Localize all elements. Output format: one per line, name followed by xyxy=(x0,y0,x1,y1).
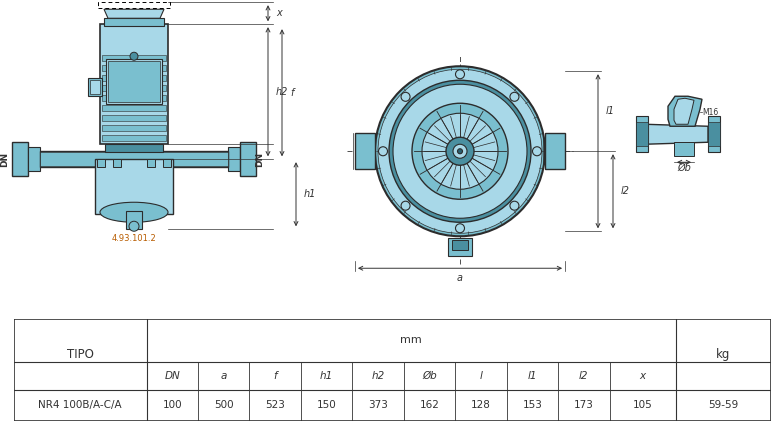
Text: 523: 523 xyxy=(265,400,285,411)
FancyBboxPatch shape xyxy=(105,144,163,152)
Text: 4.93.101.2: 4.93.101.2 xyxy=(111,234,156,243)
FancyBboxPatch shape xyxy=(95,159,173,214)
FancyBboxPatch shape xyxy=(102,95,166,101)
Polygon shape xyxy=(645,124,708,144)
FancyBboxPatch shape xyxy=(636,116,648,152)
Circle shape xyxy=(389,80,531,222)
FancyBboxPatch shape xyxy=(14,319,771,421)
Text: h2: h2 xyxy=(276,87,289,97)
Text: f: f xyxy=(274,371,277,381)
FancyBboxPatch shape xyxy=(355,133,375,169)
Circle shape xyxy=(456,224,464,233)
FancyBboxPatch shape xyxy=(97,159,105,167)
Text: 105: 105 xyxy=(633,400,653,411)
Circle shape xyxy=(401,92,410,101)
Text: 150: 150 xyxy=(317,400,336,411)
FancyBboxPatch shape xyxy=(126,211,142,229)
Circle shape xyxy=(393,84,527,218)
FancyBboxPatch shape xyxy=(108,61,160,102)
FancyBboxPatch shape xyxy=(452,240,468,250)
FancyBboxPatch shape xyxy=(102,85,166,91)
FancyBboxPatch shape xyxy=(708,122,720,146)
Text: h2: h2 xyxy=(372,371,385,381)
Circle shape xyxy=(456,70,464,79)
FancyBboxPatch shape xyxy=(102,125,166,131)
FancyBboxPatch shape xyxy=(40,152,228,166)
Text: 162: 162 xyxy=(419,400,439,411)
FancyBboxPatch shape xyxy=(104,18,164,26)
Text: DN: DN xyxy=(165,371,180,381)
Text: 173: 173 xyxy=(574,400,593,411)
FancyBboxPatch shape xyxy=(228,147,240,171)
FancyBboxPatch shape xyxy=(12,142,28,176)
FancyBboxPatch shape xyxy=(102,135,166,141)
Circle shape xyxy=(510,201,519,210)
Text: l1: l1 xyxy=(528,371,537,381)
FancyBboxPatch shape xyxy=(102,115,166,121)
FancyBboxPatch shape xyxy=(90,80,100,94)
Text: 500: 500 xyxy=(214,400,234,411)
Text: Øb: Øb xyxy=(677,163,691,173)
Circle shape xyxy=(378,69,542,233)
FancyBboxPatch shape xyxy=(708,116,720,152)
FancyBboxPatch shape xyxy=(100,24,168,144)
Circle shape xyxy=(129,221,139,231)
Circle shape xyxy=(401,201,410,210)
Circle shape xyxy=(532,147,542,156)
Circle shape xyxy=(453,144,467,158)
Text: l2: l2 xyxy=(579,371,589,381)
FancyBboxPatch shape xyxy=(240,142,256,176)
FancyBboxPatch shape xyxy=(102,65,166,71)
FancyBboxPatch shape xyxy=(40,151,228,167)
FancyBboxPatch shape xyxy=(102,55,166,61)
Text: kg: kg xyxy=(717,348,731,361)
Circle shape xyxy=(379,147,387,156)
Circle shape xyxy=(422,113,498,189)
Text: DN: DN xyxy=(1,152,9,167)
Circle shape xyxy=(412,103,508,199)
Circle shape xyxy=(458,149,463,154)
Text: 153: 153 xyxy=(522,400,543,411)
FancyBboxPatch shape xyxy=(636,122,648,146)
FancyBboxPatch shape xyxy=(28,147,40,171)
FancyBboxPatch shape xyxy=(163,159,171,167)
Text: a: a xyxy=(220,371,227,381)
Text: Øb: Øb xyxy=(422,371,437,381)
Polygon shape xyxy=(668,96,702,126)
Text: f: f xyxy=(290,88,293,98)
FancyBboxPatch shape xyxy=(88,78,102,96)
Text: a: a xyxy=(457,273,463,283)
Text: NR4 100B/A-C/A: NR4 100B/A-C/A xyxy=(38,400,122,411)
FancyBboxPatch shape xyxy=(674,142,694,156)
Circle shape xyxy=(375,66,545,236)
FancyBboxPatch shape xyxy=(102,105,166,111)
Text: 128: 128 xyxy=(471,400,491,411)
Text: mm: mm xyxy=(401,335,422,345)
Polygon shape xyxy=(674,98,694,124)
Ellipse shape xyxy=(100,202,168,222)
Text: DN: DN xyxy=(256,152,264,167)
FancyBboxPatch shape xyxy=(448,238,472,256)
Text: x: x xyxy=(640,371,646,381)
Text: 59-59: 59-59 xyxy=(708,400,739,411)
Circle shape xyxy=(130,52,138,60)
FancyBboxPatch shape xyxy=(106,59,162,104)
Text: l1: l1 xyxy=(606,106,615,116)
FancyBboxPatch shape xyxy=(147,159,155,167)
Text: h1: h1 xyxy=(304,189,317,199)
Text: x: x xyxy=(276,8,281,18)
Text: l: l xyxy=(480,371,482,381)
FancyBboxPatch shape xyxy=(102,75,166,81)
Text: l2: l2 xyxy=(621,186,630,196)
Text: TIPO: TIPO xyxy=(67,348,94,361)
Text: M16: M16 xyxy=(702,108,718,117)
Text: 100: 100 xyxy=(162,400,182,411)
FancyBboxPatch shape xyxy=(545,133,565,169)
Circle shape xyxy=(510,92,519,101)
Circle shape xyxy=(446,137,474,165)
Text: 373: 373 xyxy=(368,400,388,411)
Text: h1: h1 xyxy=(320,371,333,381)
Polygon shape xyxy=(104,9,164,18)
FancyBboxPatch shape xyxy=(113,159,121,167)
